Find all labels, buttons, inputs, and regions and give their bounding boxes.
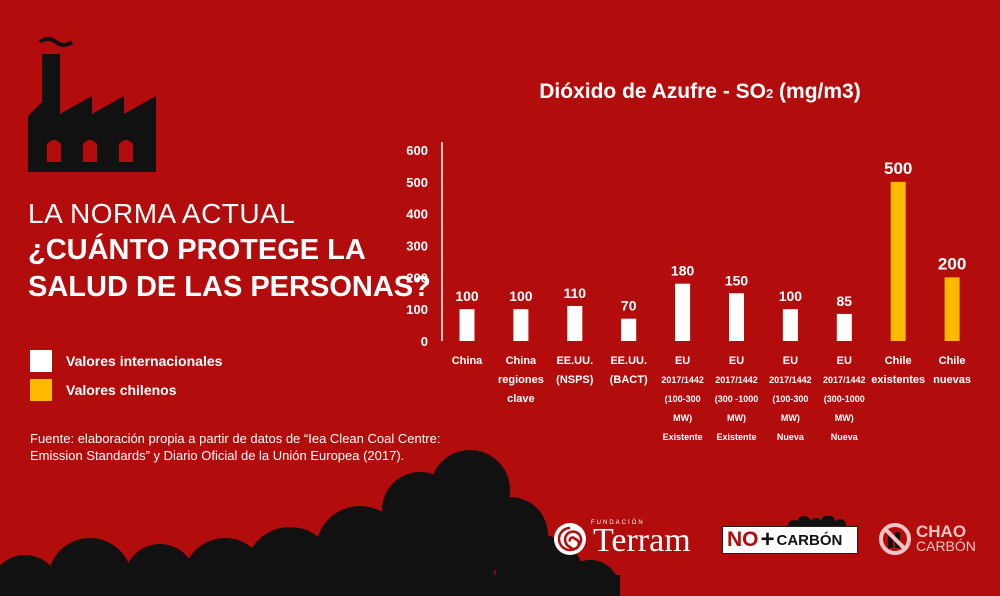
chart-title-main: Dióxido de Azufre - SO (539, 80, 766, 103)
no-coal-icon (879, 523, 911, 555)
data-label: 100 (455, 288, 479, 304)
chao-carbon-text: CHAO CARBÓN (916, 522, 976, 554)
x-tick-label: (300-1000 (824, 394, 865, 404)
legend-item-chilean: Valores chilenos (30, 379, 177, 401)
x-tick-label: (NSPS) (556, 374, 594, 386)
source-note: Fuente: elaboración propia a partir de d… (30, 430, 470, 464)
x-tick-label: China (452, 355, 483, 367)
legend-swatch-yellow (30, 379, 52, 401)
data-label: 70 (621, 298, 637, 314)
x-tick-label: Existente (716, 432, 756, 442)
heading-bold-line1: ¿CUÁNTO PROTEGE LA (28, 234, 366, 266)
y-tick-label: 0 (421, 334, 428, 349)
bar (729, 293, 744, 341)
x-tick-label: (BACT) (610, 374, 648, 386)
x-tick-label: EE.UU. (610, 355, 647, 367)
legend-label: Valores internacionales (66, 353, 223, 369)
chao-carbon-logo: CHAO CARBÓN (878, 522, 976, 556)
bar-chart: 0 100 200 300 400 500 600 100 China 100 China regio… (406, 142, 971, 442)
smoke-clouds (0, 450, 620, 596)
x-tick-label: 2017/1442 (661, 375, 704, 385)
data-label: 85 (837, 293, 853, 309)
no-carbon-box: NO + CARBÓN (722, 526, 858, 554)
plus-text: + (760, 526, 775, 553)
bar (782, 309, 798, 341)
bar (513, 309, 529, 341)
carbon-text: CARBÓN (776, 531, 843, 549)
x-tick-label: (100-300 (772, 394, 808, 404)
bar (675, 283, 691, 341)
x-tick-label: Chile (939, 355, 966, 367)
terram-logo: FUNDACIÓN Terram (553, 518, 691, 560)
x-tick-label: (100-300 (665, 394, 701, 404)
x-tick-label: MW) (673, 413, 692, 423)
x-tick-label: existentes (871, 374, 925, 386)
x-tick-label: Nueva (831, 432, 859, 442)
y-tick-label: 600 (406, 143, 428, 158)
x-tick-label: EU (837, 355, 852, 367)
x-tick-label: 2017/1442 (715, 375, 758, 385)
legend-label: Valores chilenos (66, 382, 177, 398)
chao-text: CHAO (916, 522, 967, 541)
x-tick-label: EU (783, 355, 798, 367)
x-tick-label: 2017/1442 (823, 375, 866, 385)
bar (459, 309, 475, 341)
x-tick-label: Nueva (777, 432, 805, 442)
bar (890, 181, 906, 341)
x-tick-label: clave (507, 393, 535, 405)
x-tick-label: EU (675, 355, 690, 367)
y-tick-label: 100 (406, 302, 428, 317)
x-tick-label: (300 -1000 (715, 394, 759, 404)
x-tick-label: MW) (835, 413, 854, 423)
source-line: Emission Standards” y Diario Oficial de … (30, 448, 405, 463)
chart-title-unit: (mg/m3) (773, 80, 861, 103)
data-label: 100 (509, 288, 533, 304)
x-tick-label: MW) (727, 413, 746, 423)
x-tick-label: MW) (781, 413, 800, 423)
source-line: Fuente: elaboración propia a partir de d… (30, 431, 441, 446)
bar (621, 318, 637, 341)
data-label: 500 (884, 159, 912, 178)
legend-swatch-white (30, 350, 52, 372)
x-tick-label: Existente (663, 432, 703, 442)
chart-title-subscript: 2 (765, 86, 774, 101)
factory-icon (28, 37, 156, 172)
bar (567, 305, 583, 341)
no-text: NO (727, 528, 759, 551)
x-tick-label: EU (729, 355, 744, 367)
x-tick-label: Chile (885, 355, 912, 367)
x-tick-label: 2017/1442 (769, 375, 812, 385)
data-label: 100 (779, 288, 803, 304)
bar (836, 313, 852, 341)
carbon-text: CARBÓN (916, 538, 976, 554)
y-tick-label: 500 (406, 175, 428, 190)
bar (944, 277, 960, 341)
heading-bold-line2: SALUD DE LAS PERSONAS? (28, 271, 431, 303)
y-tick-label: 300 (406, 239, 428, 254)
data-label: 180 (671, 263, 695, 279)
data-label: 110 (564, 285, 587, 301)
data-label: 150 (725, 272, 749, 288)
x-tick-label: nuevas (933, 374, 971, 386)
x-tick-label: China (506, 355, 537, 367)
y-tick-label: 400 (406, 207, 428, 222)
x-tick-label: regiones (498, 374, 544, 386)
chart-title: Dióxido de Azufre - SO2 (mg/m3) (460, 80, 940, 104)
data-label: 200 (938, 254, 966, 273)
terram-small-text: FUNDACIÓN (591, 520, 645, 526)
spiral-icon (554, 523, 586, 555)
heading-light: LA NORMA ACTUAL (28, 198, 296, 229)
no-carbon-logo: NO + CARBÓN (722, 516, 860, 558)
legend-item-international: Valores internacionales (30, 350, 222, 372)
x-tick-label: EE.UU. (556, 355, 593, 367)
terram-text: Terram (593, 522, 691, 559)
y-tick-label: 200 (406, 270, 428, 285)
